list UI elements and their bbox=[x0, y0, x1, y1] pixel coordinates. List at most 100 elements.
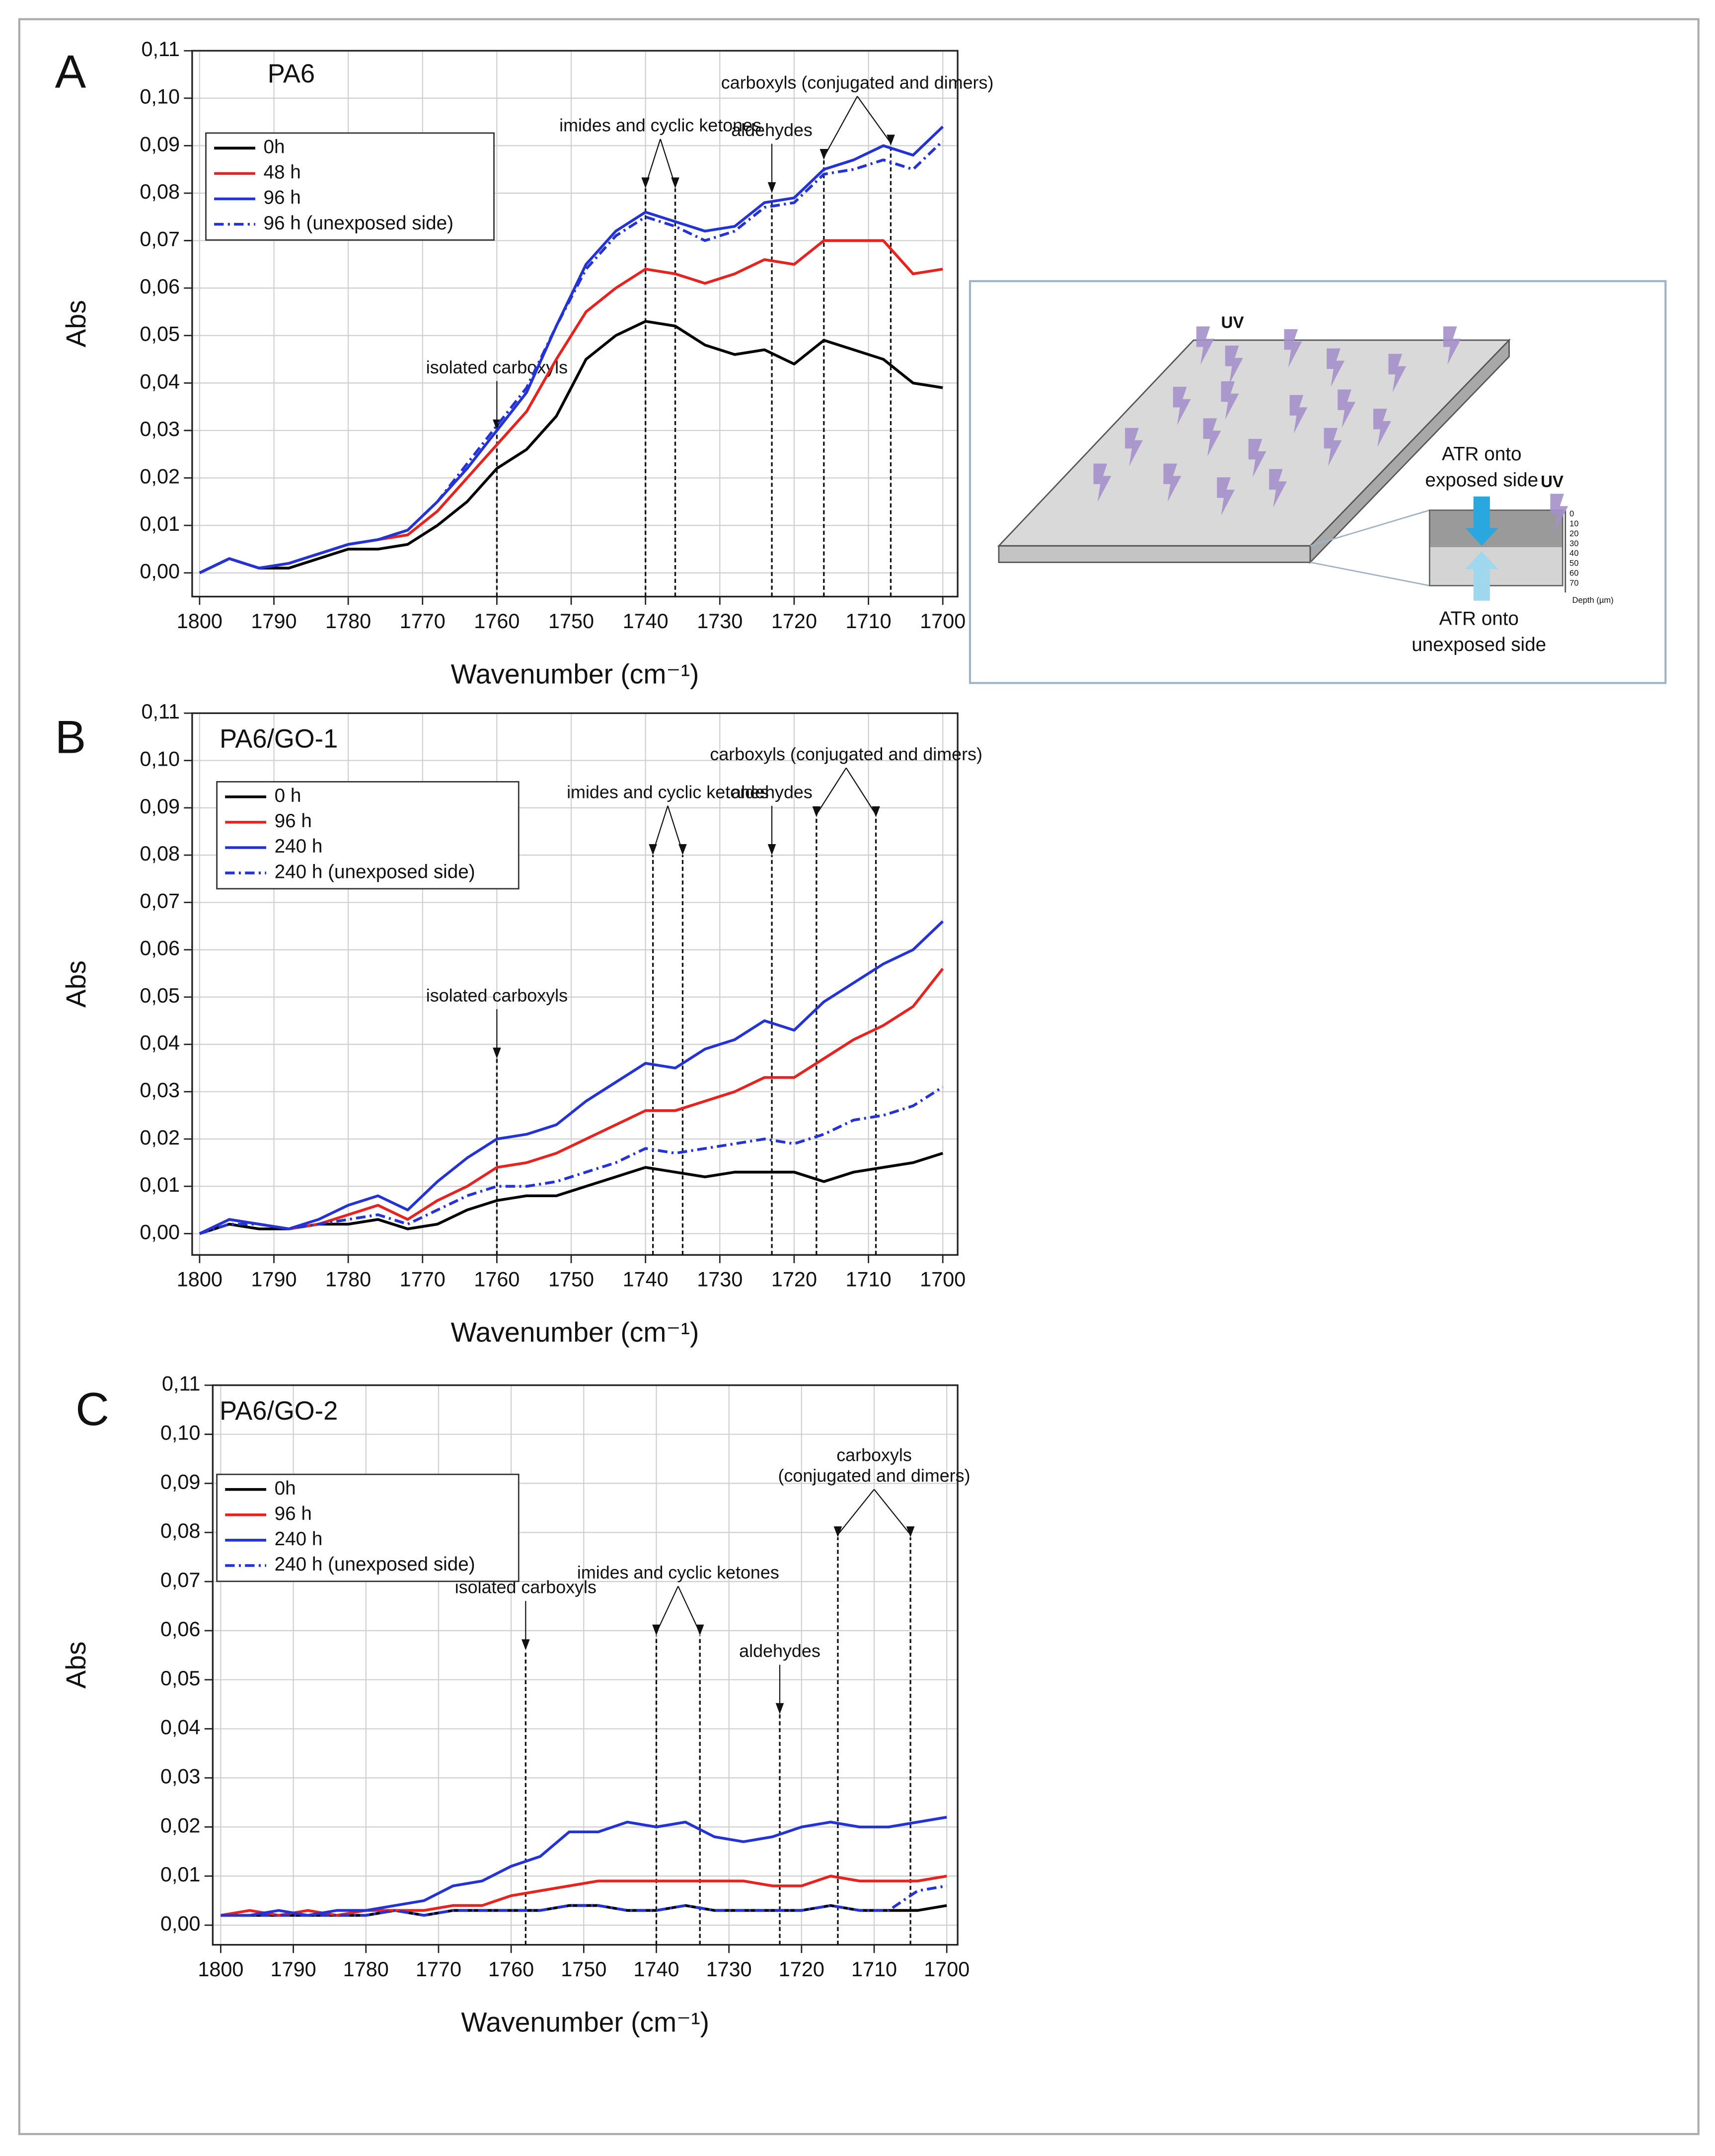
legend-label: 0h bbox=[264, 137, 285, 158]
depth-label: Depth (µm) bbox=[1572, 595, 1614, 605]
arrow-head bbox=[820, 148, 828, 160]
annotation-arrow bbox=[823, 96, 858, 158]
annotation-arrow bbox=[845, 767, 877, 815]
uv-bolt bbox=[1093, 463, 1112, 502]
y-axis-label: Abs bbox=[61, 300, 91, 347]
uv-bolt bbox=[1269, 469, 1287, 507]
x-tick-label: 1790 bbox=[251, 609, 297, 633]
uv-label: UV bbox=[1221, 314, 1244, 332]
series-line bbox=[221, 1815, 947, 1917]
y-tick-label: 0,11 bbox=[141, 37, 180, 61]
series-line bbox=[199, 140, 944, 575]
plot-frame bbox=[191, 712, 959, 1256]
annotation-label: isolated carboxyls bbox=[426, 986, 568, 1006]
legend-label: 48 h bbox=[264, 162, 301, 183]
exposed-label: ATR onto bbox=[1442, 443, 1521, 465]
uv-bolt bbox=[1125, 428, 1143, 467]
bulk-layer bbox=[1429, 547, 1563, 586]
y-tick-label: 0,04 bbox=[140, 369, 180, 393]
uv-bolt bbox=[1163, 463, 1182, 502]
chart-title: PA6/GO-2 bbox=[220, 1397, 338, 1426]
y-tick-label: 0,06 bbox=[160, 1617, 201, 1641]
y-tick-label: 0,03 bbox=[160, 1764, 201, 1788]
x-axis-label: Wavenumber (cm⁻¹) bbox=[451, 658, 699, 689]
y-tick-label: 0,02 bbox=[140, 1126, 180, 1149]
x-tick-label: 1720 bbox=[771, 609, 817, 633]
plate-front bbox=[998, 545, 1311, 563]
legend-label: 240 h bbox=[275, 836, 323, 857]
arrow-head bbox=[671, 177, 679, 189]
x-tick-label: 1780 bbox=[325, 609, 371, 633]
unexposed-label: ATR onto bbox=[1439, 608, 1519, 630]
plot-frame bbox=[212, 1384, 959, 1946]
arrow-head bbox=[695, 1624, 704, 1636]
arrow-head bbox=[767, 844, 776, 856]
legend-box bbox=[216, 1473, 520, 1582]
x-tick-label: 1740 bbox=[623, 609, 669, 633]
y-tick-label: 0,09 bbox=[160, 1470, 201, 1493]
legend-label: 0 h bbox=[275, 785, 301, 806]
annotation-arrow bbox=[874, 1489, 911, 1535]
uv-bolt bbox=[1225, 346, 1243, 384]
plot-frame bbox=[191, 50, 959, 598]
annotation-label: carboxyls (conjugated and dimers) bbox=[721, 73, 994, 93]
inset bbox=[1428, 509, 1564, 586]
legend-label: 240 h (unexposed side) bbox=[275, 861, 475, 882]
y-tick-label: 0,10 bbox=[160, 1421, 201, 1444]
legend-box bbox=[205, 132, 495, 241]
y-tick-label: 0,07 bbox=[160, 1568, 201, 1591]
uv-bolt bbox=[1289, 395, 1308, 433]
x-tick-label: 1730 bbox=[697, 609, 743, 633]
x-tick-label: 1710 bbox=[845, 1268, 891, 1291]
y-tick-label: 0,09 bbox=[140, 132, 180, 155]
x-tick-label: 1780 bbox=[325, 1268, 371, 1291]
x-tick-label: 1700 bbox=[924, 1957, 969, 1981]
arrow-head bbox=[649, 844, 657, 856]
legend-label: 96 h (unexposed side) bbox=[264, 213, 454, 234]
annotation-label: carboxyls (conjugated and dimers) bbox=[710, 744, 982, 764]
uv-bolt bbox=[1221, 381, 1239, 420]
x-tick-label: 1770 bbox=[400, 1268, 446, 1291]
y-tick-label: 0,10 bbox=[140, 85, 180, 108]
annotation-label: aldehydes bbox=[731, 120, 813, 140]
x-tick-label: 1750 bbox=[561, 1957, 606, 1981]
annotation-label: imides and cyclic ketones bbox=[567, 782, 769, 802]
annotation-label: carboxyls bbox=[836, 1445, 912, 1465]
y-tick-label: 0,05 bbox=[140, 322, 180, 346]
exposed-label: exposed side bbox=[1425, 470, 1538, 491]
series-line bbox=[199, 320, 943, 575]
annotation-label: aldehydes bbox=[739, 1641, 820, 1661]
uv-label: UV bbox=[1541, 473, 1564, 491]
y-tick-label: 0,08 bbox=[160, 1519, 201, 1542]
y-axis-label: Abs bbox=[61, 960, 91, 1007]
series-line bbox=[199, 920, 944, 1235]
y-tick-label: 0,03 bbox=[140, 1078, 180, 1102]
panel-letter: B bbox=[55, 711, 86, 763]
depth-tick: 20 bbox=[1569, 529, 1578, 538]
arrow-head bbox=[678, 844, 687, 856]
y-tick-label: 0,01 bbox=[140, 512, 180, 535]
x-tick-label: 1800 bbox=[177, 609, 223, 633]
y-tick-label: 0,07 bbox=[140, 889, 180, 912]
depth-tick: 40 bbox=[1569, 549, 1578, 558]
y-tick-label: 0,11 bbox=[162, 1372, 201, 1395]
chart-title: PA6/GO-1 bbox=[220, 724, 338, 753]
arrow-head bbox=[652, 1624, 661, 1636]
x-tick-label: 1780 bbox=[343, 1957, 389, 1981]
x-tick-label: 1770 bbox=[416, 1957, 461, 1981]
x-tick-label: 1790 bbox=[251, 1268, 297, 1291]
arrow-head bbox=[812, 806, 821, 817]
arrow-head bbox=[887, 135, 895, 146]
arrow-head bbox=[906, 1526, 915, 1538]
zoom-line bbox=[1310, 509, 1430, 547]
legend-box bbox=[216, 781, 520, 890]
y-tick-label: 0,06 bbox=[140, 275, 180, 298]
legend-label: 240 h (unexposed side) bbox=[275, 1554, 475, 1575]
arrow-unexposed bbox=[1465, 551, 1498, 601]
x-tick-label: 1720 bbox=[779, 1957, 824, 1981]
annotation-label: isolated carboxyls bbox=[426, 358, 568, 377]
y-tick-label: 0,02 bbox=[160, 1813, 201, 1837]
annotation-arrow bbox=[857, 96, 892, 144]
legend-label: 96 h bbox=[275, 1503, 312, 1524]
